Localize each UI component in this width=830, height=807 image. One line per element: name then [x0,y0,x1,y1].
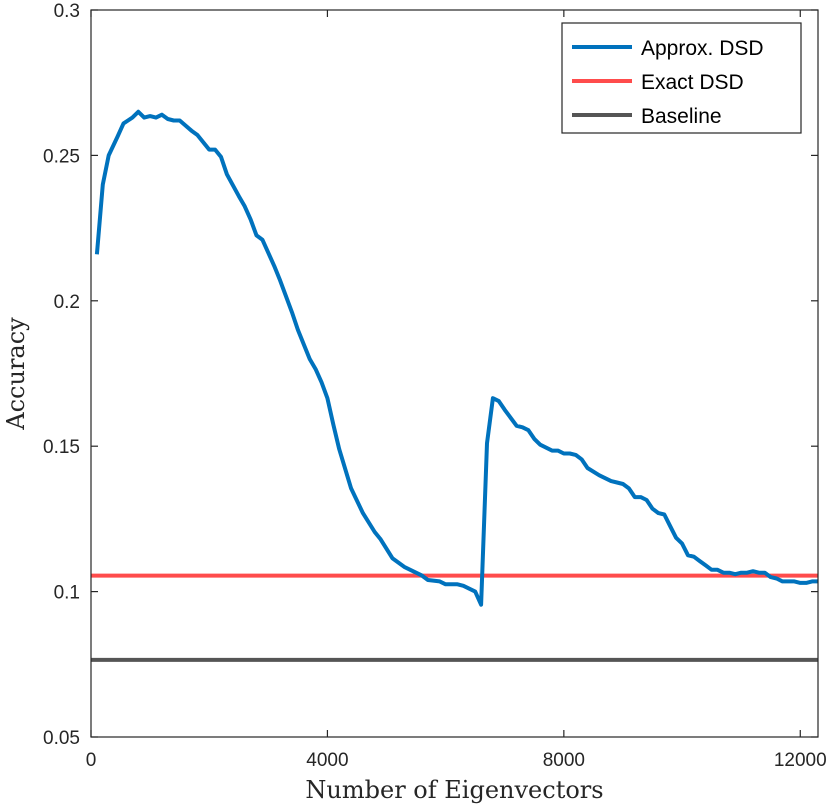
y-tick-label: 0.3 [54,1,80,22]
x-tick-label: 0 [86,750,97,771]
legend-label-exact-dsd: Exact DSD [641,71,744,94]
y-tick-label: 0.1 [54,583,80,604]
y-tick-label: 0.2 [54,292,80,313]
series-layer [91,109,818,662]
ticks-layer: 0 4000 8000 12000 0.05 0.1 0.15 0.2 0.25 0.3 [43,1,827,771]
series-line-approx-dsd [94,109,818,607]
y-tick-label: 0.05 [43,728,80,749]
legend: Approx. DSD Exact DSD Baseline [561,22,802,134]
legend-label-approx-dsd: Approx. DSD [641,37,764,60]
y-axis-label: Accuracy [2,317,30,431]
x-tick-label: 4000 [306,750,348,771]
x-axis-label: Number of Eigenvectors [305,776,603,804]
legend-label-baseline: Baseline [641,105,722,128]
y-tick-label: 0.15 [43,437,80,458]
x-tick-label: 8000 [543,750,585,771]
y-tick-label: 0.25 [43,146,80,167]
plot-frame [90,9,819,738]
x-tick-label: 12000 [774,750,827,771]
